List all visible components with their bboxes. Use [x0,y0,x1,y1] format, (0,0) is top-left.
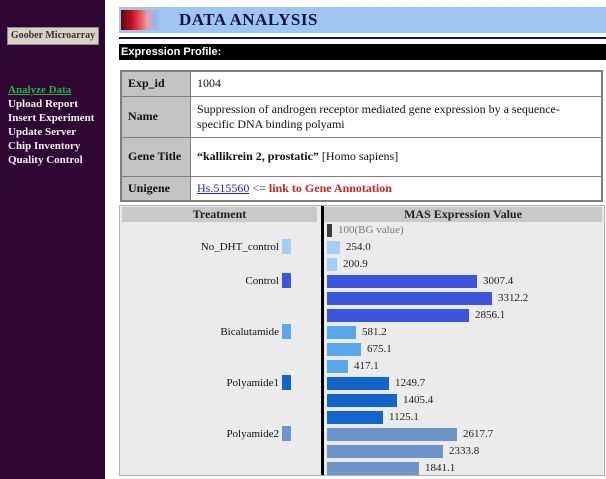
sidebar-item-chip-inventory[interactable]: Chip Inventory [8,140,81,152]
expression-value-label: 1249.7 [395,377,426,389]
expression-value-label: 2333.8 [449,445,480,457]
treatment-label: No_DHT_control [200,241,279,253]
row-value-unigene: Hs.515560 <= link to Gene Annotation [190,175,603,202]
gene-title-quoted: “kallikrein 2, prostatic” [197,149,319,163]
expression-bar [327,411,383,424]
chart-row: Bicalutamide 581.2 [120,324,604,341]
sidebar-item-quality-control[interactable]: Quality Control [8,154,83,166]
expression-value-label: 3312.2 [498,292,529,304]
sidebar-item-upload-report[interactable]: Upload Report [8,98,78,110]
chart-row: No_DHT_control 254.0 [120,239,604,256]
treatment-color-swatch [282,239,291,254]
experiment-info-table: Exp_id 1004 Name Suppression of androgen… [120,70,603,202]
treatment-column-header: Treatment [122,207,317,222]
chart-row: 417.1 [120,358,604,375]
chart-row: 2333.8 [120,443,604,460]
expression-bar [327,292,492,305]
expression-value-label: 200.9 [343,258,368,270]
sidebar-item-insert-experiment[interactable]: Insert Experiment [8,112,95,124]
expression-value-label: 2856.1 [475,309,506,321]
row-key-unigene: Unigene [120,175,191,202]
expression-value-label: 100(BG value) [338,224,404,236]
treatment-color-swatch [282,375,291,390]
chart-row: 1405.4 [120,392,604,409]
treatment-color-swatch [282,273,291,288]
treatment-color-swatch [282,426,291,441]
row-key-exp-id: Exp_id [120,70,191,97]
chart-row: 1841.1 [120,460,604,477]
expression-bar [327,445,443,458]
expression-value-label: 675.1 [367,343,392,355]
header-band: DATA ANALYSIS [119,7,606,33]
chart-row: 675.1 [120,341,604,358]
expression-column-header: MAS Expression Value [324,207,602,222]
chart-row: Control 3007.4 [120,273,604,290]
expression-chart: Treatment MAS Expression Value 100(BG va… [119,205,605,476]
chart-row: Polyamide1 1249.7 [120,375,604,392]
gene-annotation-note: link to Gene Annotation [268,180,392,195]
row-key-name: Name [120,95,191,138]
gradient-logo-icon [121,10,161,30]
treatment-label: Control [245,275,279,287]
expression-bar [327,224,332,237]
chart-rows: 100(BG value) No_DHT_control 254.0 200.9 Con… [120,222,604,477]
expression-bar [327,360,348,373]
table-row: Name Suppression of androgen receptor me… [120,95,603,138]
row-key-gene-title: Gene Title [120,136,191,177]
chart-row: 3312.2 [120,290,604,307]
chart-row: Polyamide2 2617.7 [120,426,604,443]
expression-value-label: 254.0 [346,241,371,253]
brand-box: Goober Microarray [7,27,99,45]
expression-bar [327,343,361,356]
expression-value-label: 1405.4 [403,394,434,406]
chart-row: 100(BG value) [120,222,604,239]
expression-value-label: 417.1 [354,360,379,372]
treatment-label: Polyamide1 [226,377,279,389]
header-divider [119,37,606,39]
expression-bar [327,241,340,254]
expression-bar [327,462,419,475]
expression-value-label: 581.2 [362,326,387,338]
chart-row: 2856.1 [120,307,604,324]
expression-bar [327,275,477,288]
row-value-exp-id: 1004 [190,70,603,97]
sidebar-item-update-server[interactable]: Update Server [8,126,77,138]
row-value-gene-title: “kallikrein 2, prostatic” [Homo sapiens] [190,136,603,177]
chart-row: 200.9 [120,256,604,273]
arrow-text: <= [252,180,266,195]
gene-title-organism: [Homo sapiens] [318,149,399,163]
sidebar-nav: Analyze Data Upload Report Insert Experi… [0,45,105,167]
expression-bar [327,309,469,322]
chart-axis-line [321,206,324,475]
expression-bar [327,326,356,339]
expression-value-label: 2617.7 [463,428,494,440]
section-title-bar: Expression Profile: [119,44,606,60]
treatment-label: Bicalutamide [220,326,279,338]
expression-bar [327,377,389,390]
treatment-label: Polyamide2 [226,428,279,440]
sidebar-item-analyze-data[interactable]: Analyze Data [8,84,72,96]
table-row: Exp_id 1004 [120,70,603,97]
table-row: Unigene Hs.515560 <= link to Gene Annota… [120,175,603,202]
expression-value-label: 3007.4 [483,275,514,287]
expression-value-label: 1841.1 [425,462,456,474]
expression-bar [327,258,337,271]
unigene-link[interactable]: Hs.515560 [197,180,250,195]
chart-row: 1125.1 [120,409,604,426]
sidebar: Goober Microarray Analyze Data Upload Re… [0,0,105,479]
table-row: Gene Title “kallikrein 2, prostatic” [Ho… [120,136,603,177]
treatment-color-swatch [282,324,291,339]
page-title: DATA ANALYSIS [179,10,318,29]
row-value-name: Suppression of androgen receptor mediate… [190,95,603,138]
expression-bar [327,428,457,441]
expression-bar [327,394,397,407]
expression-value-label: 1125.1 [389,411,419,423]
